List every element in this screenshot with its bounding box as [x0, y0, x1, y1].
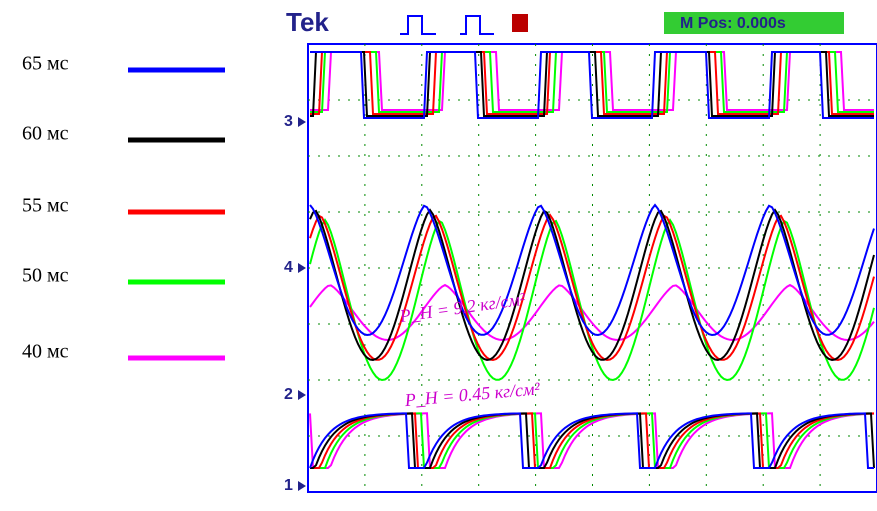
legend-label: 65 мс	[22, 53, 69, 75]
waveform	[309, 213, 875, 362]
waveform	[309, 218, 875, 382]
waveform	[309, 283, 875, 342]
legend-label: 50 мс	[22, 265, 69, 287]
header-pulse	[400, 15, 494, 35]
waveform	[309, 412, 874, 469]
legend-label: 60 мс	[22, 123, 69, 145]
waveform	[309, 203, 875, 337]
channel-marker: 2	[284, 386, 293, 403]
waveform	[309, 208, 875, 362]
channel-arrow	[298, 390, 306, 400]
waves	[309, 51, 875, 469]
channel-marker: 4	[284, 259, 293, 276]
channel-marker: 1	[284, 477, 293, 494]
legend-label: 55 мс	[22, 195, 69, 217]
trigger-text: M Pos: 0.000s	[680, 15, 786, 32]
channel-arrow	[298, 117, 306, 127]
channel-marker: 3	[284, 113, 293, 130]
scope-brand: Tek	[286, 7, 329, 37]
channel-arrow	[298, 263, 306, 273]
legend-label: 40 мс	[22, 341, 69, 363]
trigger-box	[664, 12, 844, 34]
trigger-icon	[512, 14, 528, 32]
channel-arrow	[298, 481, 306, 491]
waveform	[310, 51, 874, 119]
